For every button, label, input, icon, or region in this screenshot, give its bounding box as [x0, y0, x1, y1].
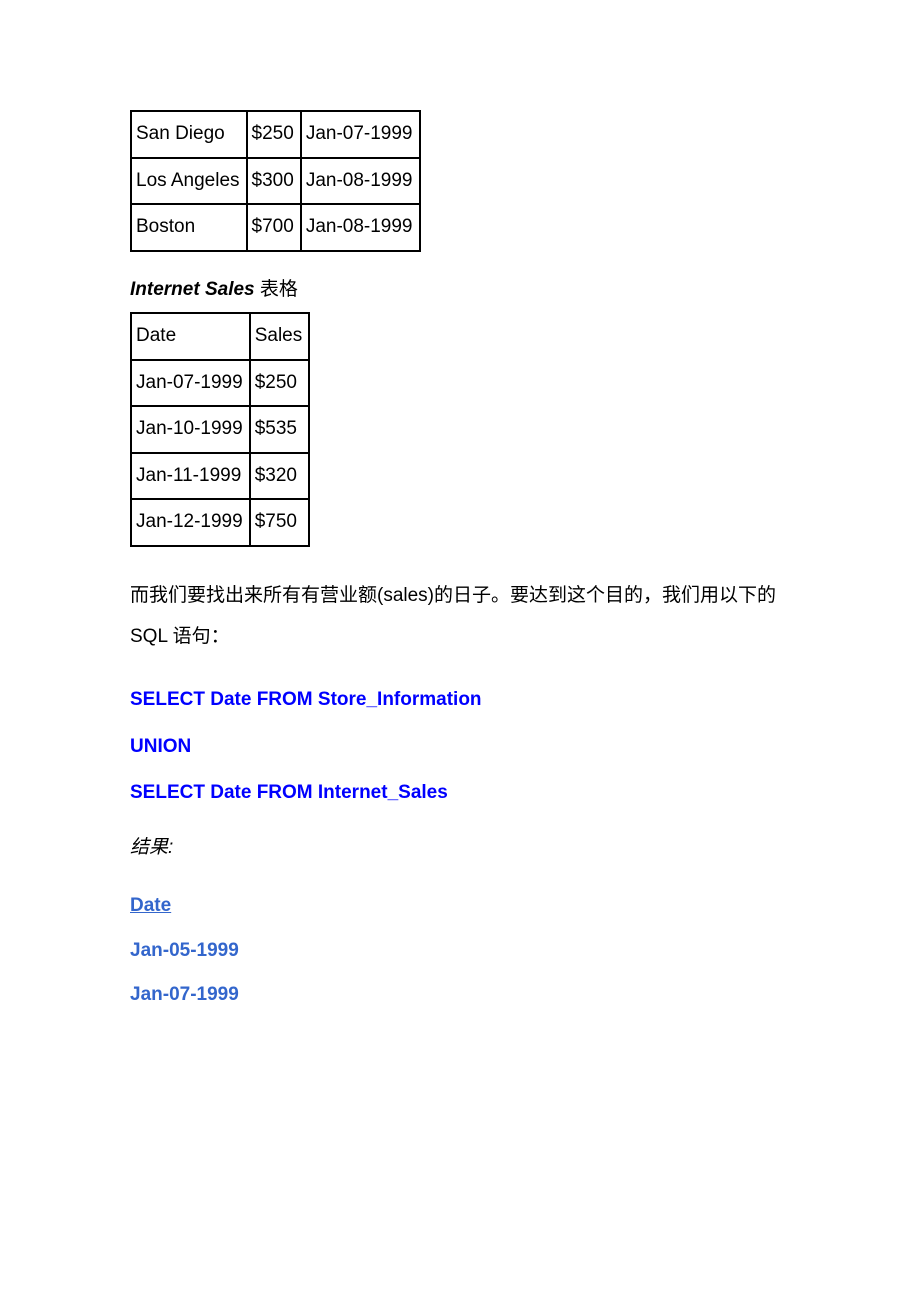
result-row: Jan-05-1999	[130, 937, 790, 966]
result-label: 结果:	[130, 834, 790, 863]
result-header: Date	[130, 892, 790, 921]
store-information-table: San Diego $250 Jan-07-1999 Los Angeles $…	[130, 110, 421, 252]
cell-city: San Diego	[131, 111, 247, 158]
table-row: Boston $700 Jan-08-1999	[131, 204, 420, 251]
cell-date: Jan-07-1999	[131, 360, 250, 407]
table-row: San Diego $250 Jan-07-1999	[131, 111, 420, 158]
cell-date: Jan-11-1999	[131, 453, 250, 500]
internet-sales-table: Date Sales Jan-07-1999 $250 Jan-10-1999 …	[130, 312, 310, 547]
cell-sales: $250	[250, 360, 310, 407]
table-row: Jan-11-1999 $320	[131, 453, 309, 500]
cell-date: Jan-10-1999	[131, 406, 250, 453]
cell-date: Jan-12-1999	[131, 499, 250, 546]
sql-line: SELECT Date FROM Internet_Sales	[130, 779, 790, 808]
cell-sales: $320	[250, 453, 310, 500]
table-row: Date Sales	[131, 313, 309, 360]
cell-amount: $250	[247, 111, 301, 158]
table-row: Jan-10-1999 $535	[131, 406, 309, 453]
sql-line: SELECT Date FROM Store_Information	[130, 686, 790, 715]
cell-header-date: Date	[131, 313, 250, 360]
cell-date: Jan-08-1999	[301, 204, 420, 251]
sql-code-block: SELECT Date FROM Store_Information UNION…	[130, 686, 790, 808]
title-suffix: 表格	[255, 279, 298, 300]
title-bold-part: Internet Sales	[130, 279, 255, 300]
table-row: Jan-07-1999 $250	[131, 360, 309, 407]
cell-sales: $750	[250, 499, 310, 546]
cell-amount: $300	[247, 158, 301, 205]
internet-sales-title: Internet Sales 表格	[130, 276, 790, 305]
cell-header-sales: Sales	[250, 313, 310, 360]
sql-line: UNION	[130, 733, 790, 762]
cell-amount: $700	[247, 204, 301, 251]
cell-date: Jan-07-1999	[301, 111, 420, 158]
body-paragraph: 而我们要找出来所有有营业额(sales)的日子。要达到这个目的，我们用以下的 S…	[130, 575, 790, 659]
result-row: Jan-07-1999	[130, 981, 790, 1010]
table-row: Jan-12-1999 $750	[131, 499, 309, 546]
cell-city: Los Angeles	[131, 158, 247, 205]
cell-city: Boston	[131, 204, 247, 251]
cell-sales: $535	[250, 406, 310, 453]
table-row: Los Angeles $300 Jan-08-1999	[131, 158, 420, 205]
cell-date: Jan-08-1999	[301, 158, 420, 205]
